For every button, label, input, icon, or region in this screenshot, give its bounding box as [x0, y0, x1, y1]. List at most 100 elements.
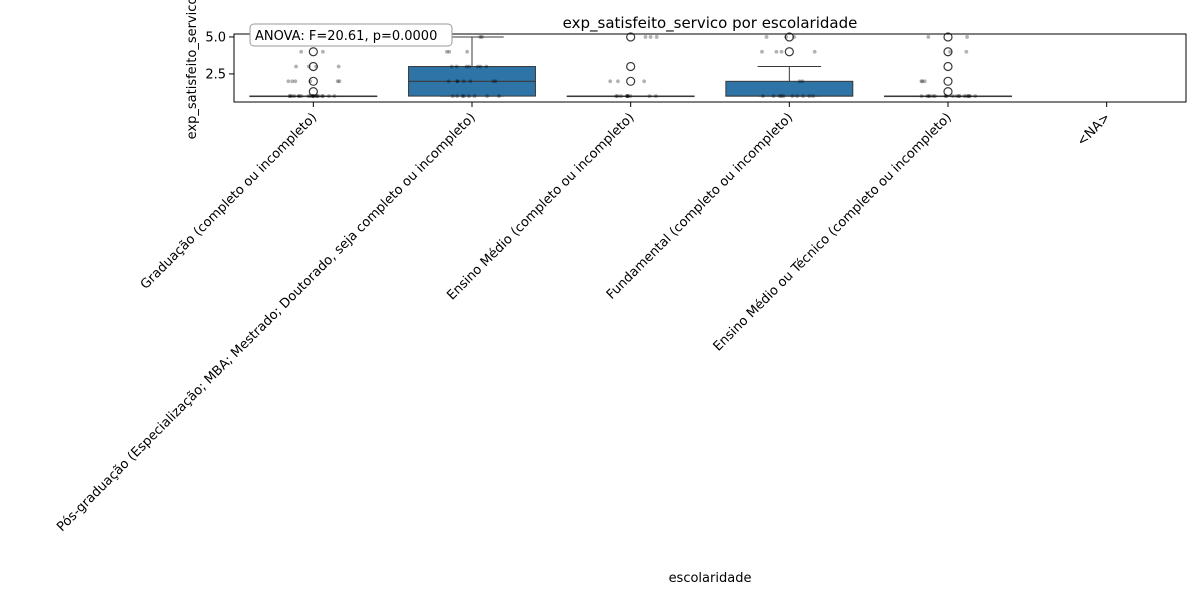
jitter-point [478, 35, 483, 39]
jitter-point [616, 79, 620, 84]
jitter-point [774, 49, 779, 54]
x-tick-label: Fundamental (completo ou incompleto) [604, 110, 796, 302]
jitter-point [625, 94, 630, 98]
jitter-point [287, 94, 292, 98]
jitter-point [968, 94, 972, 98]
jitter-point [335, 79, 340, 84]
jitter-point [771, 94, 776, 98]
jitter-point [455, 94, 460, 98]
jitter-point [966, 94, 971, 98]
jitter-point [919, 94, 924, 98]
jitter-point [647, 94, 652, 98]
jitter-point [812, 49, 817, 54]
jitter-point [286, 79, 291, 84]
jitter-point [320, 94, 324, 98]
jitter-point [801, 94, 805, 98]
jitter-point [792, 35, 796, 39]
jitter-point [790, 94, 795, 98]
jitter-point [807, 94, 812, 98]
jitter-point [957, 94, 961, 98]
jitter-point [336, 64, 341, 69]
jitter-point [965, 35, 969, 39]
jitter-point [919, 79, 924, 84]
jitter-point [478, 64, 483, 69]
jitter-point [642, 79, 647, 84]
jitter-point [449, 64, 454, 69]
x-axis-ticks: Graduação (completo ou incompleto)Pós-gr… [54, 102, 1113, 535]
jitter-point [290, 79, 295, 84]
jitter-point [497, 94, 501, 98]
jitter-point [797, 79, 802, 84]
jitter-point [290, 94, 294, 98]
jitter-point [461, 79, 466, 84]
box-outlier [943, 76, 953, 86]
jitter-point [455, 79, 460, 84]
y-axis-ticks: 2.5 5.0 [205, 30, 234, 82]
jitter-point [314, 64, 319, 69]
box-outlier [943, 61, 953, 72]
jitter-point [455, 79, 460, 84]
jitter-point [950, 94, 955, 98]
jitter-point [454, 64, 459, 69]
jitter-point [485, 94, 490, 98]
jitter-point [447, 49, 452, 54]
jitter-point [943, 94, 948, 98]
jitter-point [320, 49, 325, 54]
jitter-point [764, 35, 769, 39]
box-outlier [784, 32, 794, 42]
jitter-point [966, 94, 971, 98]
box-outlier [626, 61, 636, 72]
jitter-point [922, 79, 927, 84]
y-tick-label: 2.5 [205, 67, 226, 82]
jitter-point [310, 94, 315, 98]
jitter-point [964, 94, 969, 98]
jitter-point [293, 79, 298, 84]
plot-area-frame [233, 33, 1187, 103]
jitter-point [619, 94, 623, 98]
x-axis-label: escolaridade [669, 571, 752, 586]
jitter-point [761, 94, 765, 98]
x-tick-label: Graduação (completo ou incompleto) [138, 110, 320, 292]
jitter-point [933, 94, 937, 98]
jitter-point [484, 64, 489, 69]
jitter-point [920, 79, 925, 84]
jitter-point [625, 94, 630, 98]
jitter-point [811, 94, 815, 98]
jitter-point [450, 94, 455, 98]
anova-annotation-box [249, 23, 453, 47]
box-outlier [308, 47, 318, 57]
jitter-point [781, 94, 786, 98]
box-outlier [943, 87, 953, 97]
jitter-point [308, 94, 313, 98]
jitter-point [779, 49, 784, 54]
jitter-point [795, 94, 800, 98]
jitter-point [467, 64, 472, 69]
jitter-point [964, 49, 969, 54]
jitter-point [314, 94, 319, 98]
jitter-point [926, 94, 931, 98]
jitter-point [800, 79, 805, 84]
jitter-point [320, 94, 325, 98]
jitter-point [308, 79, 313, 84]
jitter-point [491, 79, 496, 84]
jitter-point [306, 94, 311, 98]
jitter-point [292, 94, 297, 98]
x-tick-label: <NA> [1074, 110, 1113, 149]
jitter-point [760, 49, 764, 54]
x-tick-label: Ensino Médio ou Técnico (completo ou inc… [711, 110, 955, 354]
jitter-point [615, 94, 620, 98]
jitter-point [446, 79, 451, 84]
jitter-point [926, 35, 931, 39]
jitter-point [493, 79, 498, 84]
jitter-point [472, 94, 477, 98]
box-outlier [308, 76, 318, 86]
jitter-point [311, 94, 316, 98]
box-outlier [626, 76, 636, 86]
jitter-point [648, 35, 653, 39]
jitter-point [327, 94, 331, 98]
jitter-point [927, 94, 932, 98]
box-outlier [308, 87, 318, 97]
box-outlier [308, 61, 318, 72]
jitter-point [294, 64, 298, 69]
